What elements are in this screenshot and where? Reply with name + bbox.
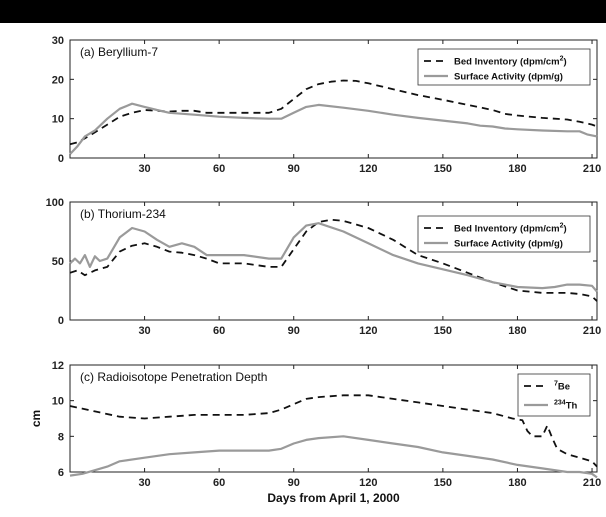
x-tick-label: 60 bbox=[213, 163, 225, 175]
panel-title: (a) Beryllium-7 bbox=[80, 45, 158, 59]
x-tick-label: 180 bbox=[508, 163, 526, 175]
panel-2: 30 60 90 120 150 180 210 0 50 100 (b) Thorium-234 B… bbox=[46, 197, 602, 337]
x-tick-label: 210 bbox=[583, 163, 601, 175]
panel-3: 30 60 90 120 150 180 210 6 8 10 12 (c) Radioisotope… bbox=[29, 360, 601, 505]
x-tick-label: 210 bbox=[583, 325, 601, 337]
legend-label: Surface Activity (dpm/g) bbox=[454, 239, 563, 250]
y-tick-label: 20 bbox=[52, 74, 64, 86]
y-tick-label: 100 bbox=[46, 197, 64, 209]
x-tick-label: 60 bbox=[213, 325, 225, 337]
y-axis-label: cm bbox=[29, 410, 43, 427]
legend-label: Surface Activity (dpm/g) bbox=[454, 72, 563, 83]
y-tick-label: 8 bbox=[58, 431, 64, 443]
y-tick-label: 12 bbox=[52, 360, 64, 372]
series-line-solid bbox=[69, 102, 598, 155]
x-tick-label: 210 bbox=[583, 477, 601, 489]
axes-frame bbox=[69, 364, 598, 473]
x-tick-label: 150 bbox=[434, 325, 452, 337]
y-tick-label: 10 bbox=[52, 114, 64, 126]
x-tick-label: 30 bbox=[138, 325, 150, 337]
x-tick-label: 180 bbox=[508, 477, 526, 489]
series-line-solid bbox=[69, 435, 598, 479]
series-line-dashed bbox=[69, 218, 598, 302]
x-tick-label: 60 bbox=[213, 477, 225, 489]
x-tick-label: 180 bbox=[508, 325, 526, 337]
panel-1: 30 60 90 120 150 180 210 0 10 20 30 (a) Beryllium-7… bbox=[52, 35, 601, 175]
legend: 7Be 234Th bbox=[517, 373, 591, 417]
legend-label: Bed Inventory (dpm/cm2) bbox=[454, 56, 567, 68]
legend-box bbox=[517, 373, 591, 417]
x-tick-label: 150 bbox=[434, 477, 452, 489]
x-tick-label: 30 bbox=[138, 163, 150, 175]
x-tick-label: 120 bbox=[359, 163, 377, 175]
y-tick-label: 0 bbox=[58, 315, 64, 327]
x-tick-label: 90 bbox=[288, 163, 300, 175]
x-tick-label: 120 bbox=[359, 325, 377, 337]
legend-label: 7Be bbox=[554, 381, 570, 393]
axes-frame bbox=[69, 39, 598, 159]
panel-title: (c) Radioisotope Penetration Depth bbox=[80, 370, 267, 384]
legend: Bed Inventory (dpm/cm2) Surface Activity … bbox=[417, 48, 591, 86]
x-axis-label: Days from April 1, 2000 bbox=[267, 491, 400, 505]
legend-box bbox=[417, 215, 591, 253]
y-tick-label: 10 bbox=[52, 396, 64, 408]
x-tick-label: 150 bbox=[434, 163, 452, 175]
legend-box bbox=[417, 48, 591, 86]
top-black-bar bbox=[0, 0, 606, 23]
y-tick-label: 6 bbox=[58, 467, 64, 479]
panel-title: (b) Thorium-234 bbox=[80, 207, 166, 221]
x-tick-label: 30 bbox=[138, 477, 150, 489]
series-line-dashed bbox=[69, 394, 598, 468]
series-line-dashed bbox=[69, 79, 598, 146]
y-tick-label: 0 bbox=[58, 153, 64, 165]
x-tick-label: 120 bbox=[359, 477, 377, 489]
series-line-solid bbox=[69, 222, 598, 293]
x-tick-label: 90 bbox=[288, 477, 300, 489]
legend-label: Bed Inventory (dpm/cm2) bbox=[454, 223, 567, 235]
y-tick-label: 30 bbox=[52, 35, 64, 47]
legend: Bed Inventory (dpm/cm2) Surface Activity … bbox=[417, 215, 591, 253]
x-tick-label: 90 bbox=[288, 325, 300, 337]
y-tick-label: 50 bbox=[52, 256, 64, 268]
legend-label: 234Th bbox=[554, 400, 577, 412]
